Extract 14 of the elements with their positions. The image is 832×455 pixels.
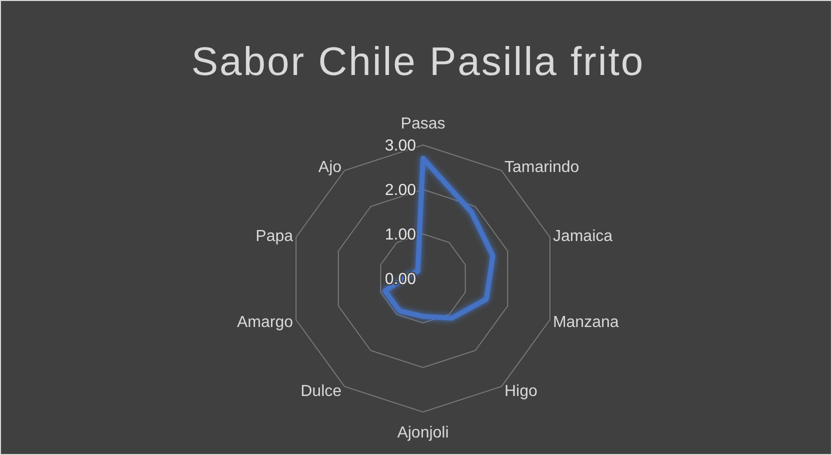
spoke-label: Pasas: [400, 116, 446, 132]
spoke-label: Amargo: [237, 314, 294, 331]
spoke-label: Ajonjoli: [397, 424, 449, 442]
spoke-label: Jamaica: [552, 228, 613, 246]
spoke-label: Tamarindo: [504, 158, 580, 176]
spoke-label: Manzana: [552, 314, 619, 331]
spoke-label: Dulce: [300, 383, 342, 400]
y-tick-label: 2.00: [384, 182, 416, 199]
chart-title: Sabor Chile Pasilla frito: [191, 40, 645, 84]
spoke-label: Papa: [256, 228, 294, 246]
y-tick-label: 1.00: [384, 226, 416, 244]
y-tick-label: 3.00: [384, 138, 416, 154]
spoke-label: Higo: [504, 383, 538, 400]
spoke-label: Ajo: [318, 158, 342, 176]
